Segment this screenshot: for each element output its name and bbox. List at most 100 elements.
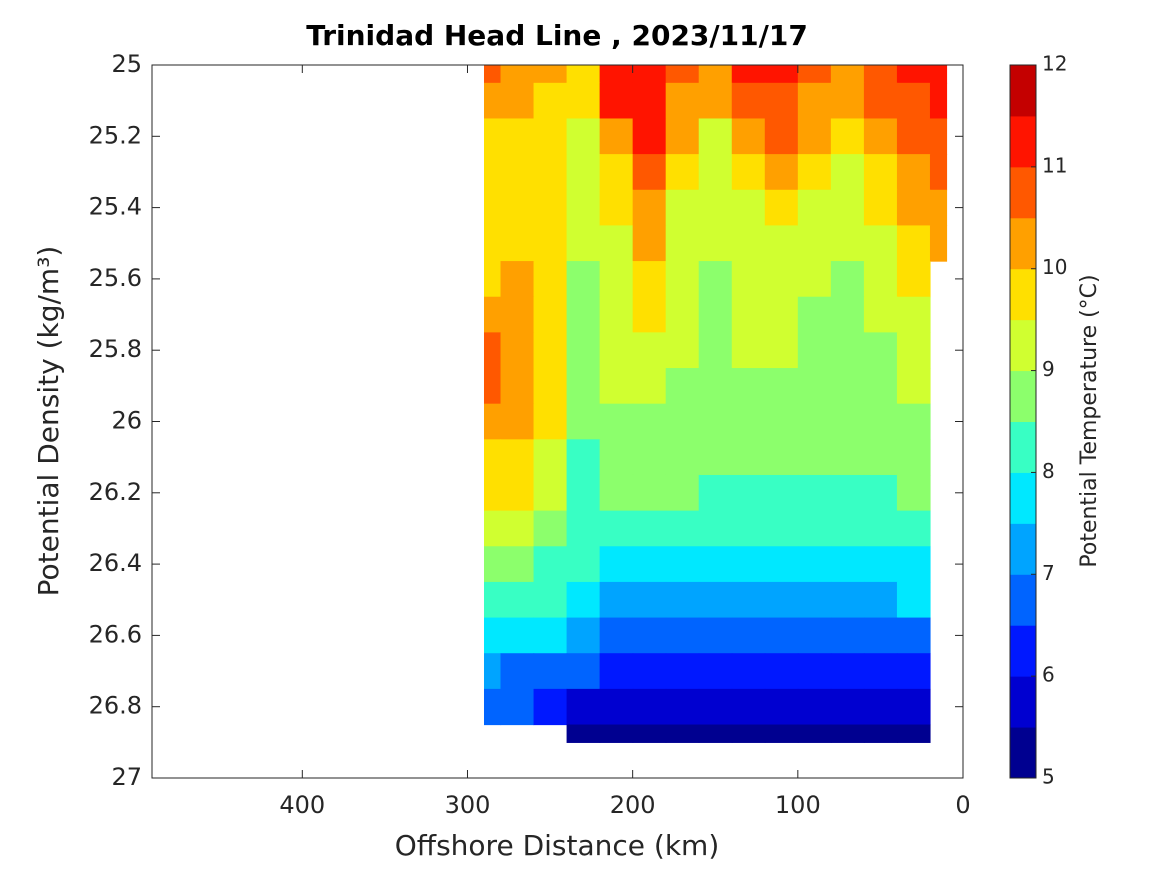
contour-cell xyxy=(797,154,832,191)
contour-cell xyxy=(797,82,832,120)
contour-cell xyxy=(896,368,931,405)
contour-cell xyxy=(863,118,898,155)
contour-cell xyxy=(665,65,700,84)
contour-cell xyxy=(483,546,502,583)
contour-cell xyxy=(632,225,667,262)
contour-cell xyxy=(566,296,601,333)
contour-cell xyxy=(764,546,799,583)
contour-cell xyxy=(632,617,667,654)
contour-cell xyxy=(599,403,634,440)
contour-cell xyxy=(698,546,733,583)
colorbar-segment xyxy=(1010,727,1036,779)
contour-cell xyxy=(764,225,799,262)
contour-cell xyxy=(764,154,799,191)
contour-cell xyxy=(731,189,766,227)
contour-cell xyxy=(533,225,568,262)
colorbar-segment xyxy=(1010,472,1036,524)
contour-cell xyxy=(764,724,799,743)
contour-cell xyxy=(797,724,832,743)
contour-cell xyxy=(599,189,634,227)
contour-cell xyxy=(698,724,733,743)
contour-cell xyxy=(698,154,733,191)
contour-cell xyxy=(599,653,634,690)
contour-cell xyxy=(896,332,931,369)
contour-cell xyxy=(500,296,535,333)
contour-cell xyxy=(599,617,634,654)
contour-cell xyxy=(566,154,601,191)
colorbar-segment xyxy=(1010,319,1036,372)
contour-cell xyxy=(797,653,832,690)
contour-cell xyxy=(632,189,667,227)
colorbar-segment xyxy=(1010,523,1036,575)
contour-cell xyxy=(599,510,634,547)
y-tick-label: 25.2 xyxy=(89,121,142,149)
contour-cell xyxy=(863,474,898,512)
contour-cell xyxy=(665,332,700,369)
contour-cell xyxy=(863,261,898,298)
contour-cell xyxy=(500,403,535,440)
contour-cell xyxy=(797,225,832,262)
contour-cell xyxy=(533,510,568,547)
contour-cell xyxy=(863,617,898,654)
contour-cell xyxy=(500,261,535,298)
contour-cell xyxy=(830,154,865,191)
contour-cell xyxy=(483,439,502,476)
contour-cell xyxy=(797,474,832,512)
contour-cell xyxy=(764,332,799,369)
contour-cell xyxy=(599,65,634,84)
y-tick-label: 26.8 xyxy=(89,692,142,720)
contour-cell xyxy=(896,65,931,84)
x-tick-label: 300 xyxy=(445,791,491,819)
contour-cell xyxy=(483,403,502,440)
contour-cell xyxy=(830,82,865,120)
contour-cell xyxy=(731,439,766,476)
contour-cell xyxy=(863,439,898,476)
contour-cell xyxy=(731,368,766,405)
contour-cell xyxy=(566,439,601,476)
contour-cell xyxy=(863,403,898,440)
contour-cell xyxy=(566,581,601,619)
contour-cell xyxy=(863,653,898,690)
contour-cell xyxy=(665,154,700,191)
contour-cell xyxy=(863,332,898,369)
contour-cell xyxy=(698,65,733,84)
colorbar-frame xyxy=(1009,64,1037,779)
contour-cell xyxy=(566,653,601,690)
contour-cell xyxy=(566,261,601,298)
contour-cell xyxy=(698,439,733,476)
contour-cell xyxy=(698,296,733,333)
contour-cell xyxy=(863,368,898,405)
contour-cell xyxy=(731,546,766,583)
contour-cell xyxy=(830,581,865,619)
contour-cell xyxy=(500,225,535,262)
contour-cell xyxy=(797,118,832,155)
contour-cell xyxy=(665,403,700,440)
contour-cell xyxy=(483,261,502,298)
x-tick-label: 400 xyxy=(279,791,325,819)
contour-cell xyxy=(533,154,568,191)
contour-cell xyxy=(863,510,898,547)
contour-cell xyxy=(483,154,502,191)
colorbar-segment xyxy=(1010,625,1036,677)
contour-cell xyxy=(599,118,634,155)
contour-cell xyxy=(665,581,700,619)
contour-cell xyxy=(731,688,766,726)
contour-cell xyxy=(599,154,634,191)
contour-cell xyxy=(483,189,502,227)
contour-cell xyxy=(533,653,568,690)
contour-cell xyxy=(632,510,667,547)
contour-cell xyxy=(896,296,931,333)
contour-cell xyxy=(665,546,700,583)
contour-cell xyxy=(566,189,601,227)
contour-cell xyxy=(566,118,601,155)
contour-cell xyxy=(764,510,799,547)
contour-cell xyxy=(830,439,865,476)
contour-cell xyxy=(731,118,766,155)
y-tick-label: 26.6 xyxy=(89,620,142,648)
contour-cell xyxy=(533,439,568,476)
contour-cell xyxy=(896,688,931,726)
contour-cell xyxy=(483,118,502,155)
contour-cell xyxy=(533,65,568,84)
contour-cell xyxy=(665,474,700,512)
contour-cell xyxy=(632,332,667,369)
